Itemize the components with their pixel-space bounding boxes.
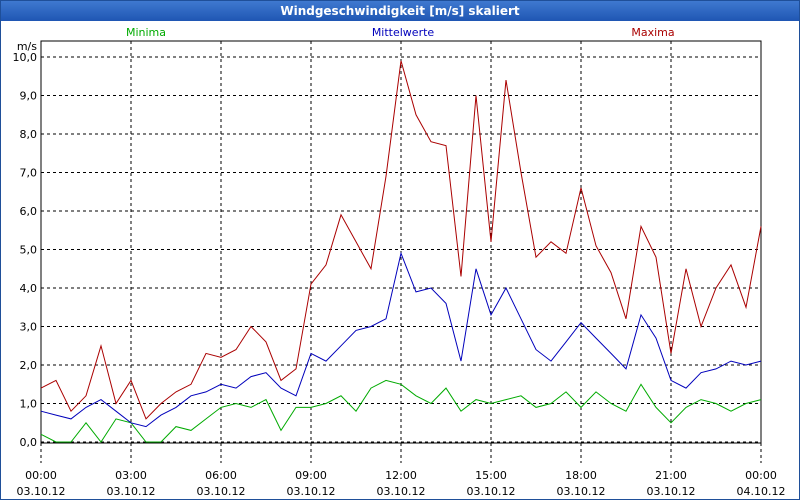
x-tick-time: 06:00 xyxy=(205,469,237,482)
y-tick-label: 2,0 xyxy=(20,359,38,372)
x-tick-date: 03.10.12 xyxy=(197,485,246,498)
axes xyxy=(40,40,762,444)
y-tick-label: 8,0 xyxy=(20,128,38,141)
legend-maxima: Maxima xyxy=(631,26,674,39)
series-line-minima xyxy=(40,379,762,443)
series-line-maxima xyxy=(40,60,762,420)
y-tick-label: 3,0 xyxy=(20,321,38,334)
legend-mittelwerte: Mittelwerte xyxy=(372,26,435,39)
series-line-mittelwerte xyxy=(40,251,762,428)
x-tick-time: 12:00 xyxy=(385,469,417,482)
x-tick-date: 03.10.12 xyxy=(647,485,696,498)
x-tick-time: 00:00 xyxy=(745,469,777,482)
y-axis-label: m/s xyxy=(17,40,37,53)
x-tick-date: 03.10.12 xyxy=(107,485,156,498)
x-tick-date: 03.10.12 xyxy=(557,485,606,498)
x-tick-date: 03.10.12 xyxy=(467,485,516,498)
y-tick-label: 7,0 xyxy=(20,167,38,180)
x-tick-date: 03.10.12 xyxy=(17,485,66,498)
plot-frame xyxy=(40,40,762,444)
y-tick-label: 9,0 xyxy=(20,90,38,103)
y-tick-label: 1,0 xyxy=(20,398,38,411)
y-axis-ticks: 0,0 1,0 2,0 3,0 4,0 5,0 6,0 7,0 8,0 9,0 10,0 xyxy=(13,51,38,449)
x-tick-time: 18:00 xyxy=(565,469,597,482)
window-title: Windgeschwindigkeit [m/s] skaliert xyxy=(1,1,799,21)
y-tick-label: 6,0 xyxy=(20,205,38,218)
y-tick-label: 5,0 xyxy=(20,244,38,257)
series-group xyxy=(40,60,762,443)
x-tick-date: 03.10.12 xyxy=(287,485,336,498)
legend-minima: Minima xyxy=(126,26,166,39)
x-axis-ticks: 00:00 03.10.12 03:00 03.10.12 06:00 03.10.12 0… xyxy=(17,469,786,498)
x-tick-date: 04.10.12 xyxy=(737,485,786,498)
x-tick-time: 21:00 xyxy=(655,469,687,482)
x-tick-time: 15:00 xyxy=(475,469,507,482)
y-tick-label: 0,0 xyxy=(20,436,38,449)
y-tick-label: 4,0 xyxy=(20,282,38,295)
x-tick-time: 03:00 xyxy=(115,469,147,482)
chart-canvas: 0,0 1,0 2,0 3,0 4,0 5,0 6,0 7,0 8,0 9,0 10,0 00:00… xyxy=(13,26,786,498)
x-tick-time: 09:00 xyxy=(295,469,327,482)
legend: Minima Mittelwerte Maxima xyxy=(126,26,675,39)
y-tick-label: 10,0 xyxy=(13,51,38,64)
x-tick-date: 03.10.12 xyxy=(377,485,426,498)
x-tick-time: 00:00 xyxy=(25,469,57,482)
